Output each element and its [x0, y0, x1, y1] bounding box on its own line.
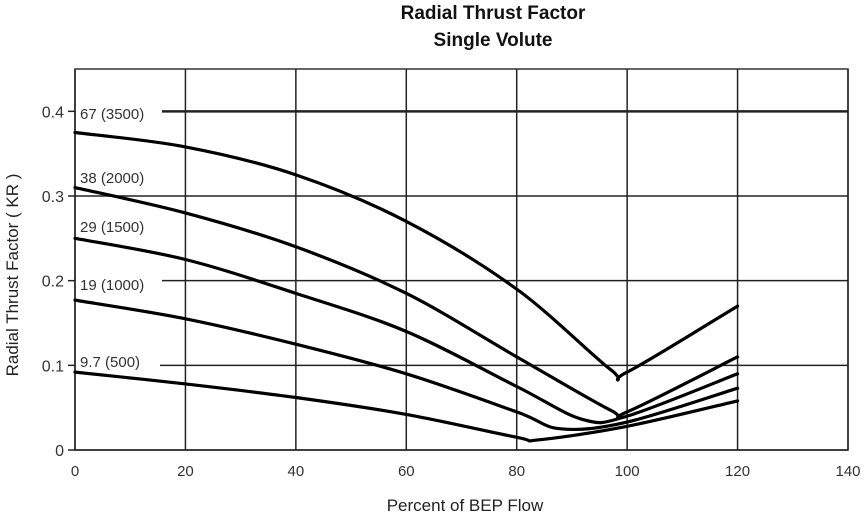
x-tick-label: 0	[71, 463, 79, 480]
y-tick-label: 0.2	[42, 274, 64, 291]
curve-67	[73, 130, 740, 382]
y-tick-label: 0	[55, 443, 64, 460]
chart-title: Radial Thrust Factor	[400, 3, 586, 24]
y-tick-label: 0.3	[42, 189, 64, 206]
x-tick-label: 120	[725, 463, 750, 480]
series-label: 29 (1500)	[80, 219, 144, 236]
curve-9-7	[73, 370, 740, 443]
x-tick-label: 80	[508, 463, 525, 480]
series-label: 9.7 (500)	[80, 354, 140, 371]
x-tick-label: 20	[177, 463, 194, 480]
x-tick-label: 60	[398, 463, 415, 480]
x-tick-label: 140	[835, 463, 860, 480]
curve-38	[73, 185, 740, 420]
y-tick-label: 0.4	[42, 104, 64, 121]
series-label: 38 (2000)	[80, 170, 144, 187]
y-axis-label: Radial Thrust Factor ( KR )	[3, 173, 22, 377]
series-label: 67 (3500)	[80, 106, 144, 123]
curve-29	[73, 236, 740, 425]
chart-subtitle: Single Volute	[433, 30, 553, 51]
curve-19	[73, 298, 740, 432]
x-tick-label: 40	[288, 463, 305, 480]
x-axis-label: Percent of BEP Flow	[386, 496, 544, 515]
series-label: 19 (1000)	[80, 277, 144, 294]
y-tick-label: 0.1	[42, 358, 64, 375]
x-tick-label: 100	[615, 463, 640, 480]
